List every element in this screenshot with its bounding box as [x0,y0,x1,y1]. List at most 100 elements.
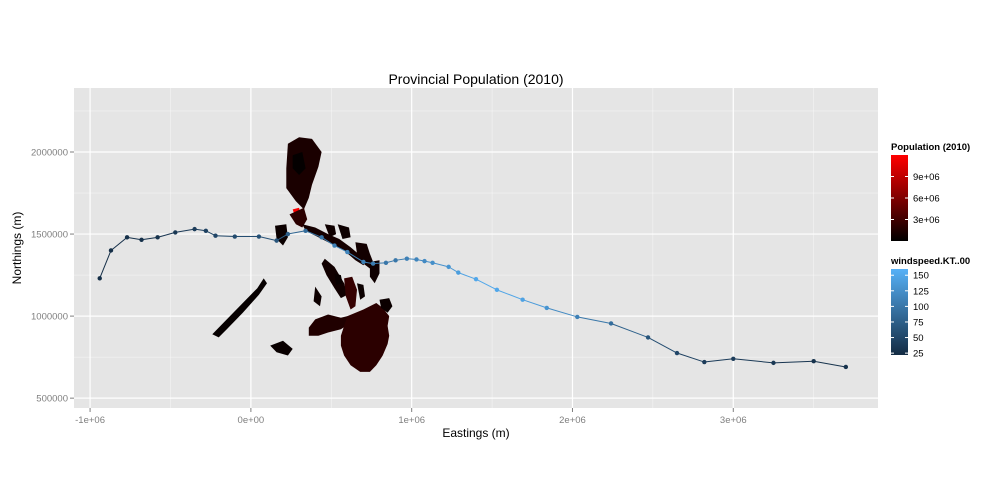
track-segment [432,262,449,268]
province-polygon [324,224,337,238]
y-axis-ticks: 500000 1000000 1500000 2000000 [31,148,74,405]
track-segment [676,352,705,363]
track-point [108,248,114,253]
track-segment [305,230,322,238]
x-axis-ticks: -1e+06 0e+00 1e+06 2e+06 3e+06 [75,408,747,426]
x-tick-label: -1e+06 [75,415,105,426]
legend-tick-label: 25 [913,349,924,360]
track-point [383,260,389,265]
track-point [494,287,500,293]
track-point [422,258,427,264]
track-segment [475,278,498,291]
track-point [173,230,178,235]
track-point [608,321,614,326]
track-segment [110,236,128,251]
plot-panel [74,88,878,408]
x-tick-label: 1e+06 [398,415,425,426]
track-point [404,256,410,261]
track-point [213,233,218,238]
track-segment [141,236,158,241]
track-point [414,257,419,262]
track-point [370,261,376,266]
legend-windspeed-title: windspeed.KT..00 [890,256,970,267]
province-polygon [355,242,374,269]
track-point [645,335,651,340]
legend-tick-label: 9e+06 [913,172,940,183]
track-point [731,356,736,361]
legend-population: Population (2010) 3e+06 6e+06 9e+06 [891,142,970,241]
track-segment [813,360,846,368]
province-polygon [379,298,393,313]
province-polygon [308,314,351,336]
track-segment [215,235,235,238]
track-point [97,276,102,281]
province-polygons [212,137,393,372]
legend-population-title: Population (2010) [891,142,970,153]
x-tick-label: 2e+06 [559,415,586,426]
track-segment [496,289,523,301]
province-polygon [344,276,357,310]
track-segment [610,323,649,338]
track-point [203,228,209,233]
track-point [575,314,580,320]
track-point [345,249,350,255]
province-polygon [212,278,267,338]
track-point [702,359,707,365]
track-segment [321,236,335,246]
track-point [332,243,337,248]
legend-windspeed: windspeed.KT..00 25 50 75 100 125 150 [890,256,970,360]
legend-tick-label: 50 [913,333,924,344]
province-polygon [357,283,365,300]
track-point [674,350,680,356]
legend-windspeed-ticks: 25 50 75 100 125 150 [891,271,929,360]
x-axis-label: Eastings (m) [442,426,509,440]
y-axis-label: Northings (m) [10,212,24,285]
track-point [811,359,816,364]
track-point [232,234,237,239]
track-segment [773,360,814,364]
track-point [192,226,197,232]
track-segment [175,228,195,233]
y-tick-label: 1500000 [31,230,68,241]
track-point [303,228,308,233]
x-tick-label: 0e+00 [238,415,265,426]
track-segment [287,230,306,235]
typhoon-track-points [97,226,849,370]
track-segment [126,236,142,241]
track-point [274,238,279,243]
track-segment [334,245,348,253]
track-point [473,276,479,282]
legend-tick-label: 3e+06 [913,215,940,226]
track-point [124,235,130,240]
track-segment [99,250,112,279]
track-point [843,364,849,370]
province-polygon [337,224,351,239]
province-polygon [292,152,306,175]
province-polygon [369,260,380,284]
x-tick-label: 3e+06 [720,415,747,426]
track-segment [522,299,547,309]
track-point [446,264,451,270]
y-tick-label: 1000000 [31,312,68,323]
track-point [155,235,160,240]
track-point [520,297,525,302]
track-segment [458,272,477,280]
track-point [456,270,461,275]
track-point [139,237,144,242]
province-polygon [340,303,390,372]
track-point [544,305,549,311]
grid-minor-lines [74,88,878,408]
track-point [319,235,324,240]
track-point [361,259,366,265]
track-segment [577,316,612,324]
legend-tick-label: 75 [913,317,924,328]
legend-tick-label: 125 [913,286,929,297]
track-segment [733,358,774,364]
grid-major-lines [74,88,878,408]
track-segment [647,336,678,354]
y-tick-label: 500000 [36,394,68,405]
legend-tick-label: 6e+06 [913,194,940,205]
track-point [393,258,398,263]
province-polygon [289,207,308,228]
